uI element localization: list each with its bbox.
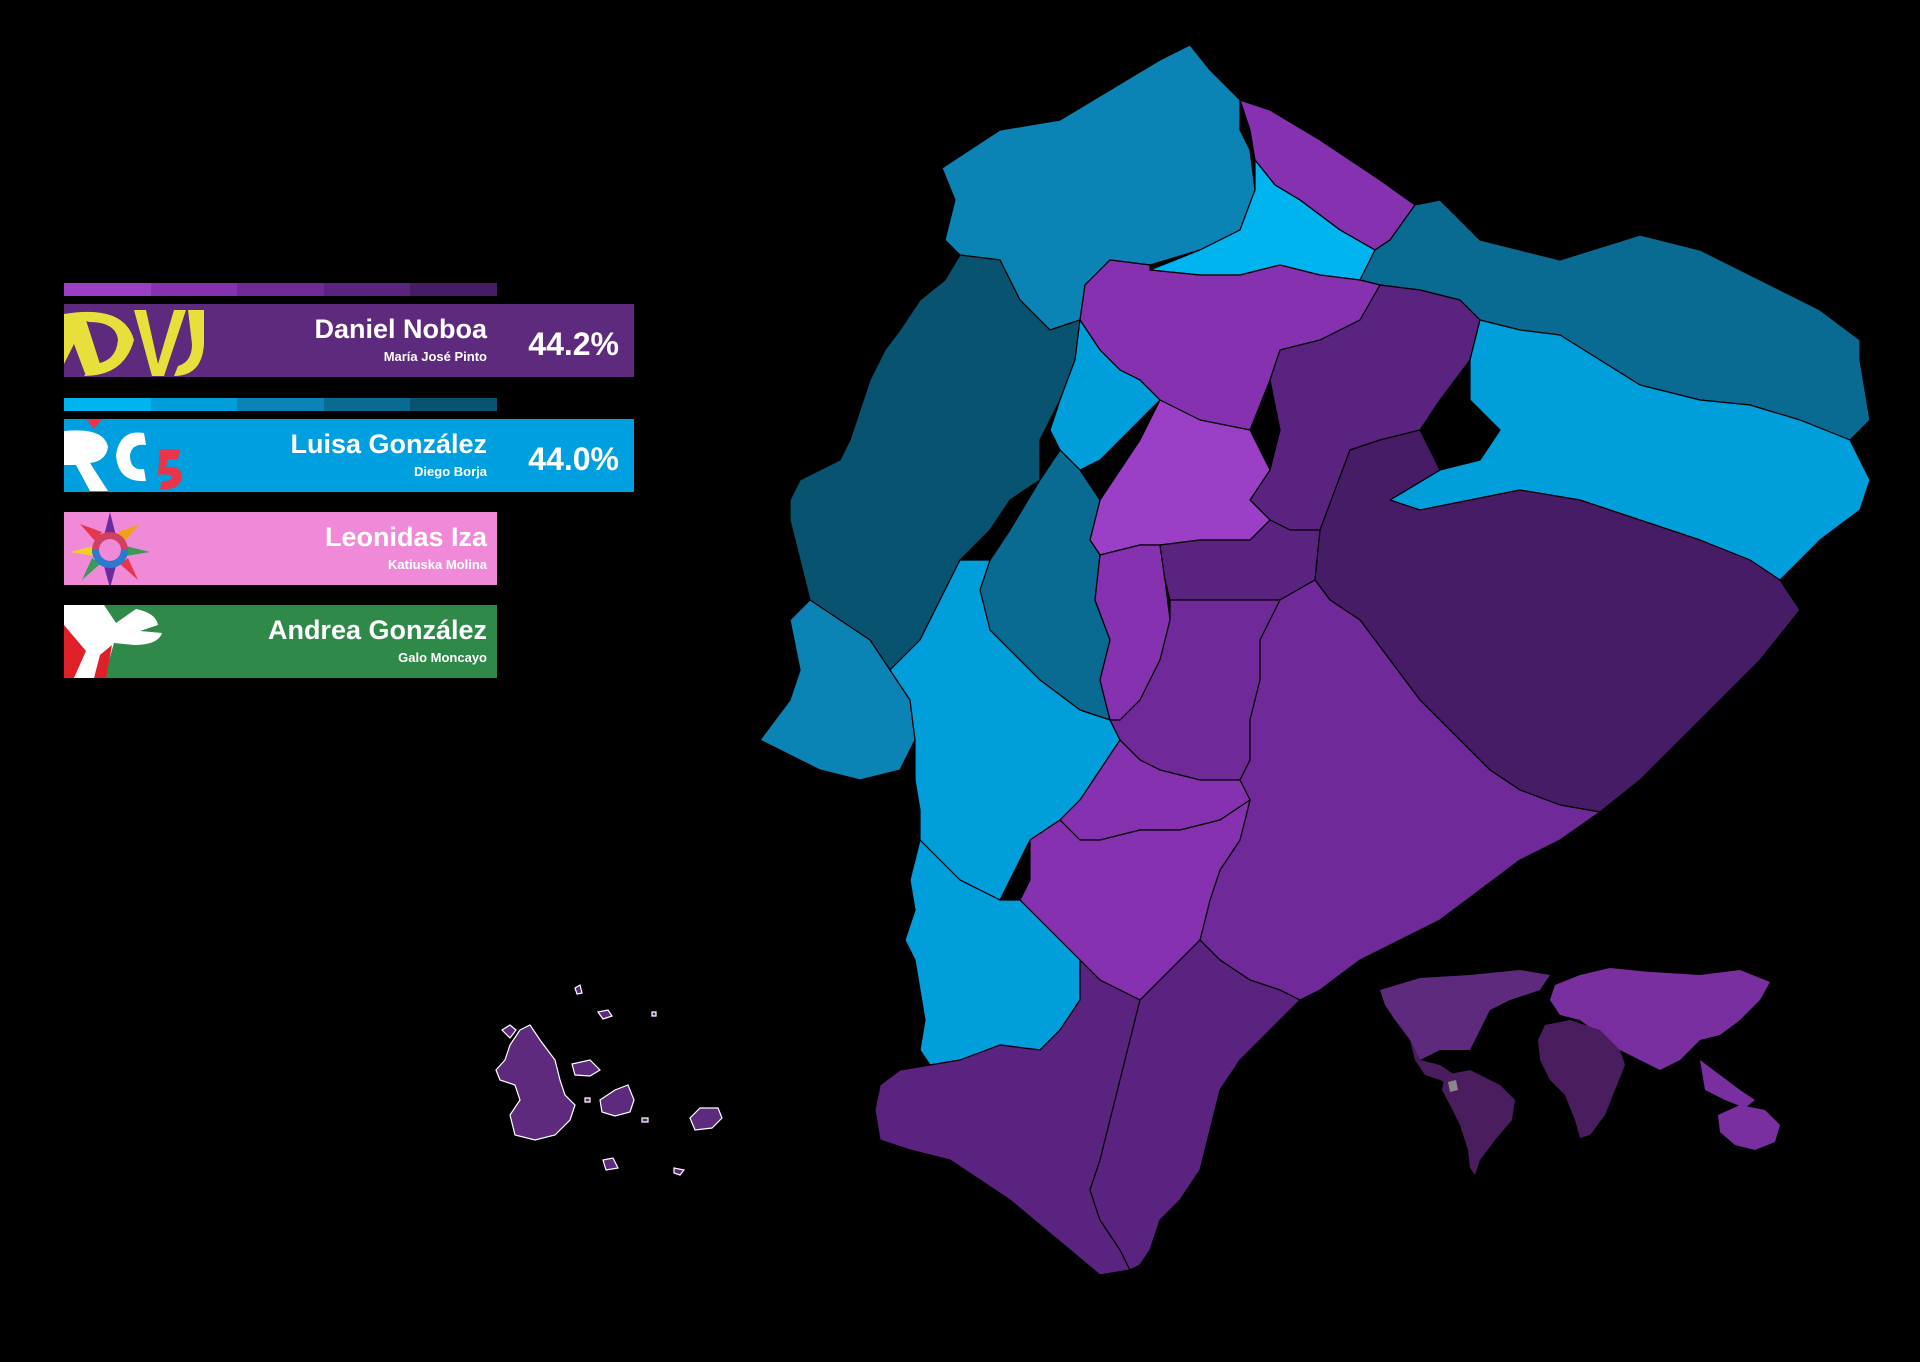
scale-swatch bbox=[150, 283, 238, 296]
running-mate-name: María José Pinto bbox=[383, 349, 487, 364]
running-mate-name: Katiuska Molina bbox=[388, 557, 487, 572]
province-zamora-chinchipe[interactable] bbox=[1089, 939, 1301, 1271]
vote-percentage: 44.2% bbox=[528, 326, 619, 362]
gonzalez-color-scale bbox=[64, 398, 497, 411]
candidate-name: Andrea González bbox=[267, 615, 487, 645]
candidate-card-andrea-gonzalez: Andrea González Galo Moncayo bbox=[64, 605, 497, 678]
galapagos-islands bbox=[495, 984, 723, 1176]
candidate-name: Leonidas Iza bbox=[324, 522, 487, 552]
rc5-logo-icon bbox=[64, 419, 204, 492]
candidate-name: Luisa González bbox=[290, 429, 487, 459]
scale-swatch bbox=[323, 283, 411, 296]
candidate-card-luisa-gonzalez: Luisa González Diego Borja 44.0% bbox=[64, 419, 634, 492]
scale-swatch bbox=[237, 398, 324, 411]
noboa-color-scale bbox=[64, 283, 497, 296]
adn-logo-icon bbox=[64, 304, 204, 377]
world-inset-map bbox=[1380, 968, 1780, 1175]
scale-swatch bbox=[323, 398, 411, 411]
ecuador-highlight bbox=[1448, 1080, 1458, 1092]
vote-percentage: 44.0% bbox=[528, 441, 619, 477]
pachakutik-logo-icon bbox=[64, 512, 204, 585]
running-mate-name: Galo Moncayo bbox=[398, 650, 487, 665]
legend: Daniel Noboa María José Pinto 44.2% Luis… bbox=[64, 283, 634, 678]
scale-swatch bbox=[64, 398, 151, 411]
scale-swatch bbox=[150, 398, 238, 411]
province-santo-domingo[interactable] bbox=[1049, 319, 1161, 471]
scale-swatch bbox=[410, 398, 497, 411]
candidate-card-iza: Leonidas Iza Katiuska Molina bbox=[64, 512, 497, 585]
sociedad-patriotica-logo-icon bbox=[64, 605, 204, 678]
candidate-card-noboa: Daniel Noboa María José Pinto 44.2% bbox=[64, 304, 634, 377]
scale-swatch bbox=[410, 283, 497, 296]
province-santa-elena[interactable] bbox=[759, 599, 916, 781]
candidate-name: Daniel Noboa bbox=[314, 314, 487, 344]
running-mate-name: Diego Borja bbox=[414, 464, 487, 479]
scale-swatch bbox=[237, 283, 324, 296]
scale-swatch bbox=[64, 283, 151, 296]
